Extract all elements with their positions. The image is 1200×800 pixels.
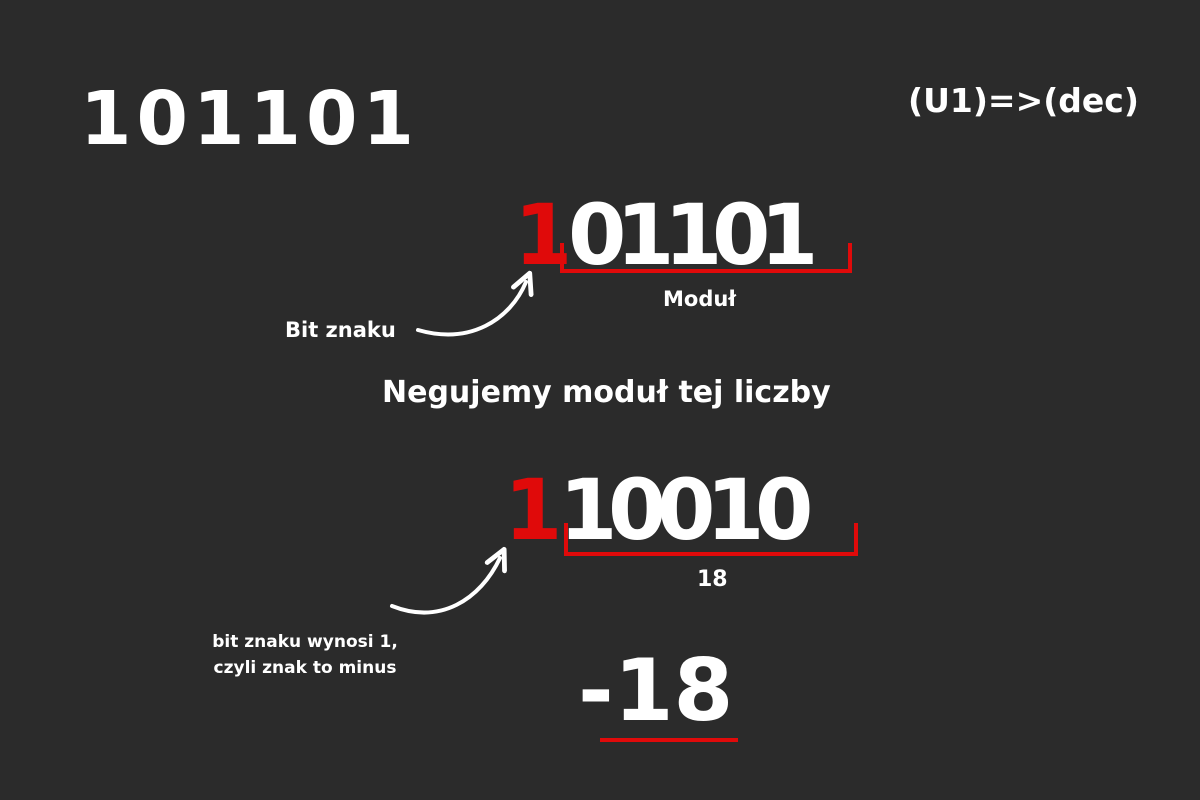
sign-bit-label: Bit znaku xyxy=(285,318,396,342)
magnitude-label: Moduł xyxy=(663,287,737,311)
sign-note-arrow-icon xyxy=(390,546,507,615)
magnitude-bracket xyxy=(560,243,852,273)
negated-magnitude-bracket xyxy=(564,523,858,556)
sign-note-line: bit znaku wynosi 1, xyxy=(212,632,398,652)
magnitude-bit: 1 xyxy=(559,461,618,559)
magnitude-bits: 01101 xyxy=(568,193,818,277)
magnitude-bit: 1 xyxy=(706,461,765,559)
magnitude-bit: 0 xyxy=(755,461,814,559)
negated-magnitude-bits: 10010 xyxy=(559,461,814,559)
binary-row-negated: 1 10010 xyxy=(504,461,814,559)
sign-note-line: czyli znak to minus xyxy=(213,657,397,678)
sign-note: bit znaku wynosi 1, czyli znak to minus xyxy=(200,630,410,681)
magnitude-bit: 0 xyxy=(608,461,667,559)
result-value: -18 xyxy=(578,641,734,741)
conversion-title: (U1)=>(dec) xyxy=(908,81,1139,120)
binary-row-original: 1 01101 xyxy=(514,193,818,277)
magnitude-bit: 0 xyxy=(657,461,716,559)
magnitude-value: 18 xyxy=(697,567,728,592)
sign-arrow-icon xyxy=(416,270,534,337)
step-instruction: Negujemy moduł tej liczby xyxy=(382,375,831,410)
input-number: 101101 xyxy=(80,76,419,162)
